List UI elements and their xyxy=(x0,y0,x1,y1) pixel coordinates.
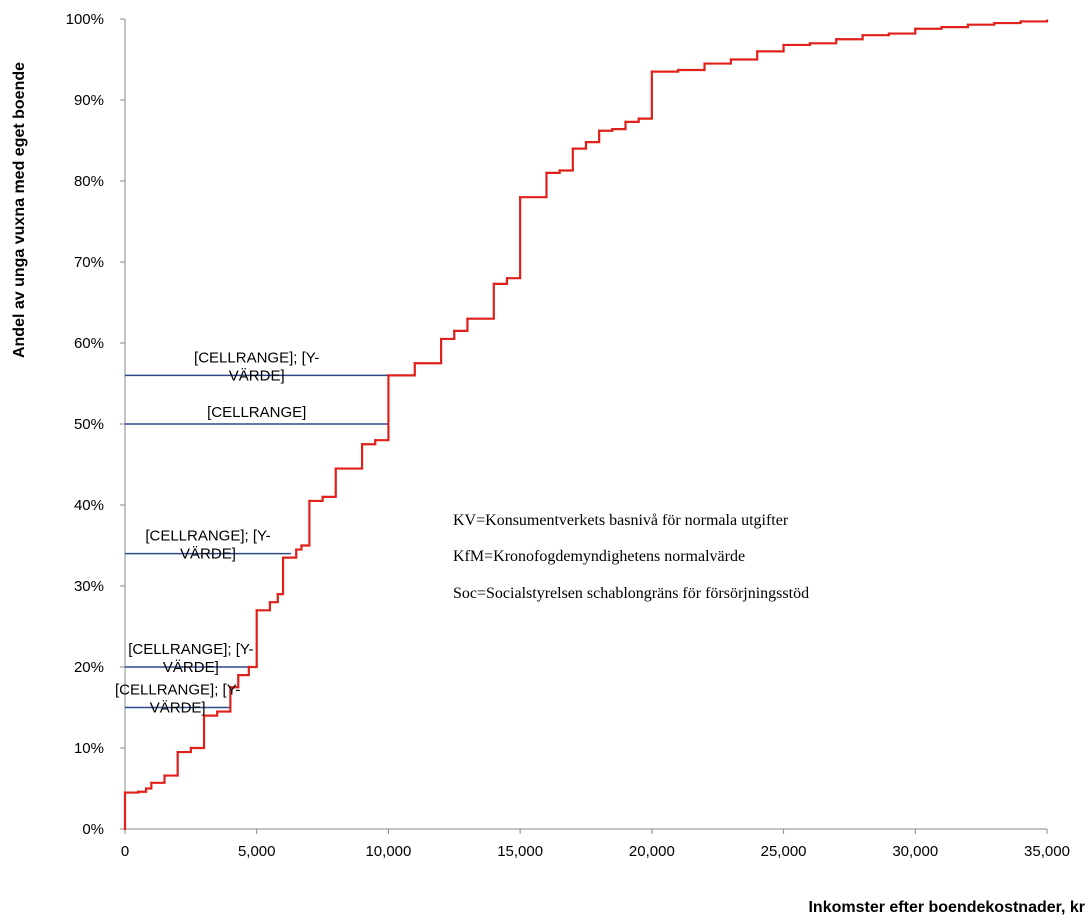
reference-label-line2: VÄRDE] xyxy=(163,659,219,676)
series-point xyxy=(887,32,891,35)
series-point xyxy=(597,129,601,132)
reference-label-line2: VÄRDE] xyxy=(180,546,236,563)
x-tick-label: 35,000 xyxy=(1024,843,1070,860)
y-tick-label: 0% xyxy=(82,821,104,838)
series-point xyxy=(321,495,324,499)
series-point xyxy=(281,556,285,559)
series-point xyxy=(202,740,206,743)
series-point xyxy=(136,790,140,793)
series-layer xyxy=(123,19,1049,831)
series-point xyxy=(123,791,127,794)
series-point xyxy=(308,499,311,503)
axes: 0 5,000 10,000 15,000 20,000 25,000 30,000 35,0… xyxy=(66,11,1070,860)
reference-label-line1: [CELLRANGE]; [Y- xyxy=(194,349,319,366)
series-point xyxy=(993,21,996,25)
series-point xyxy=(189,746,193,750)
series-point xyxy=(453,329,456,333)
series-point xyxy=(247,665,251,669)
series-point xyxy=(268,601,272,604)
y-tick-label: 90% xyxy=(74,92,104,109)
series-point xyxy=(914,27,917,30)
annotation-notes: KV=Konsumentverkets basnivå för normala … xyxy=(453,512,809,602)
series-point xyxy=(558,169,561,172)
y-tick-label: 100% xyxy=(66,11,104,28)
series-point xyxy=(611,127,614,131)
y-tick-label: 20% xyxy=(74,659,104,676)
series-point xyxy=(216,710,219,713)
x-tick-label: 5,000 xyxy=(238,843,276,860)
reference-label-line1: [CELLRANGE]; [Y- xyxy=(115,682,240,699)
series-point xyxy=(466,317,469,320)
series-point xyxy=(439,337,443,341)
series-point xyxy=(413,362,416,365)
series-point xyxy=(237,673,240,677)
y-tick-label: 10% xyxy=(74,740,104,757)
series-point xyxy=(374,439,377,442)
reference-label-line2: VÄRDE] xyxy=(150,700,206,717)
series-point xyxy=(703,62,706,65)
y-tick-label: 40% xyxy=(74,497,104,514)
series-point xyxy=(545,171,548,175)
series-point xyxy=(518,196,522,199)
reference-label-line1: [CELLRANGE]; [Y- xyxy=(145,528,270,545)
series-point xyxy=(966,23,970,26)
series-point xyxy=(229,686,232,689)
series-point xyxy=(334,467,337,470)
reference-labels: [CELLRANGE]; [Y-VÄRDE][CELLRANGE][CELLRA… xyxy=(115,349,319,716)
series-point xyxy=(1019,20,1022,23)
series-point xyxy=(300,544,303,547)
series-point xyxy=(387,374,390,377)
series-point xyxy=(295,548,298,551)
x-tick-label: 15,000 xyxy=(497,843,543,860)
series-point xyxy=(571,147,575,150)
series-point xyxy=(861,34,864,37)
y-tick-label: 50% xyxy=(74,416,104,433)
y-tick-label: 80% xyxy=(74,173,104,190)
series-point xyxy=(782,43,785,47)
series-point xyxy=(144,787,148,790)
series-point xyxy=(1045,19,1049,22)
series-point xyxy=(163,774,166,777)
series-point xyxy=(255,609,258,612)
series-point xyxy=(808,42,812,45)
series-point xyxy=(756,50,759,53)
x-tick-label: 10,000 xyxy=(365,843,411,860)
series-point xyxy=(150,781,153,785)
annotation-soc: Soc=Socialstyrelsen schablongräns för fö… xyxy=(453,585,809,602)
reference-label-line1: [CELLRANGE]; [Y- xyxy=(128,641,253,658)
y-tick-label: 30% xyxy=(74,578,104,595)
reference-lines xyxy=(125,374,389,709)
x-tick-label: 20,000 xyxy=(629,843,675,860)
series-point xyxy=(276,592,279,596)
series-point xyxy=(202,714,206,717)
series-point xyxy=(360,443,364,446)
reference-label-line2: VÄRDE] xyxy=(229,367,285,384)
series-point xyxy=(492,282,495,286)
series-point xyxy=(176,750,179,754)
y-axis-title: Andel av unga vuxna med eget boende xyxy=(11,62,28,358)
series-point xyxy=(729,58,733,61)
reference-label-line1: [CELLRANGE] xyxy=(207,404,306,421)
series-point xyxy=(505,277,509,280)
y-tick-label: 70% xyxy=(74,254,104,271)
series-point xyxy=(940,25,943,29)
series-point xyxy=(624,120,627,124)
annotation-kfm: KfM=Kronofogdemyndighetens normalvärde xyxy=(453,548,745,565)
series-point xyxy=(677,68,680,72)
x-axis-title: Inkomster efter boendekostnader, kr xyxy=(808,899,1085,916)
series-point xyxy=(584,140,588,144)
y-tick-label: 60% xyxy=(74,335,104,352)
x-tick-label: 25,000 xyxy=(761,843,807,860)
series-point xyxy=(650,70,654,73)
x-tick-label: 30,000 xyxy=(892,843,938,860)
series-point xyxy=(637,117,640,120)
x-tick-label: 0 xyxy=(121,843,129,860)
annotation-kv: KV=Konsumentverkets basnivå för normala … xyxy=(453,512,789,529)
series-point xyxy=(835,38,838,41)
series-point xyxy=(123,827,127,831)
